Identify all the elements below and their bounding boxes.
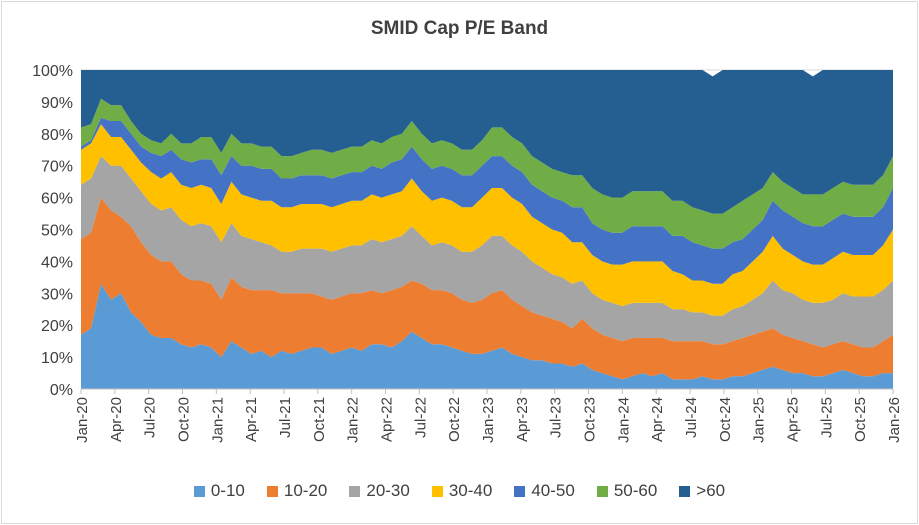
x-tick-label: Jul-20 <box>142 397 159 438</box>
legend-item: 50-60 <box>596 481 658 501</box>
x-tick-label: Jan-25 <box>751 397 768 443</box>
x-tick-label: Jan-21 <box>209 397 226 443</box>
y-tick-label: 0% <box>50 382 73 399</box>
x-tick-label: Oct-23 <box>582 397 599 442</box>
x-tick-label: Jan-23 <box>480 397 497 443</box>
axes <box>80 388 894 394</box>
legend-label: >60 <box>696 481 726 500</box>
y-tick-label: 80% <box>41 127 73 144</box>
area-10-20 <box>81 197 893 380</box>
legend-label: 30-40 <box>448 481 493 500</box>
area-50-60 <box>81 98 893 249</box>
y-tick-label: 40% <box>41 254 73 271</box>
y-tick-label: 10% <box>41 350 73 367</box>
x-tick-labels: Jan-20 Apr-20 Jul-20 Oct-20 Jan-21 Apr-21 Jul-… <box>74 397 903 443</box>
x-tick-label: Jan-26 <box>886 397 903 443</box>
x-tick-label: Oct-24 <box>717 397 734 442</box>
area-40-50 <box>81 117 893 284</box>
legend-item: 0-10 <box>193 481 245 501</box>
legend-label: 50-60 <box>613 481 658 500</box>
legend-swatch <box>679 485 691 497</box>
x-tick-label: Jul-22 <box>412 397 429 438</box>
y-tick-label: 70% <box>41 159 73 176</box>
x-tick-label: Apr-22 <box>379 397 396 442</box>
x-tick-label: Apr-21 <box>243 397 260 442</box>
x-tick-label: Jul-21 <box>277 397 294 438</box>
y-tick-label: 90% <box>41 95 73 112</box>
x-tick-label: Apr-20 <box>108 397 125 442</box>
area-20-30 <box>81 156 893 348</box>
legend-swatch <box>266 485 278 497</box>
legend-item: 20-30 <box>349 481 410 501</box>
legend-label: 20-30 <box>366 481 410 500</box>
y-tick-labels: 0% 10% 20% 30% 40% 50% 60% 70% 80% 90% 100% <box>32 63 73 399</box>
x-tick-label: Jul-23 <box>548 397 565 438</box>
legend-item: 30-40 <box>431 481 493 501</box>
x-tick-label: Oct-20 <box>176 397 193 442</box>
x-tick-label: Jan-20 <box>74 397 91 443</box>
legend-label: 40-50 <box>531 481 575 500</box>
legend-swatch <box>514 485 526 497</box>
x-tick-label: Jul-25 <box>818 397 835 438</box>
area--60 <box>81 70 893 214</box>
chart-legend: 0-10 10-20 20-30 30-40 40-50 50-60 >60 <box>0 481 919 501</box>
legend-item: >60 <box>679 481 725 501</box>
x-tick-label: Apr-25 <box>785 397 802 442</box>
y-tick-label: 30% <box>41 286 73 303</box>
x-tick-label: Jul-24 <box>683 397 700 438</box>
legend-item: 40-50 <box>514 481 575 501</box>
y-tick-label: 50% <box>41 223 73 240</box>
legend-swatch <box>596 485 608 497</box>
legend-label: 10-20 <box>283 481 328 500</box>
legend-label: 0-10 <box>210 481 245 500</box>
x-tick-label: Oct-21 <box>311 397 328 442</box>
x-tick-label: Apr-24 <box>649 397 666 442</box>
x-tick-label: Apr-23 <box>514 397 531 442</box>
area-0-10 <box>81 283 893 389</box>
area-series <box>81 70 893 389</box>
x-tick-label: Oct-25 <box>852 397 869 442</box>
y-tick-label: 20% <box>41 318 73 335</box>
chart-title: SMID Cap P/E Band <box>370 18 549 39</box>
legend-swatch <box>193 485 205 497</box>
x-tick-label: Oct-22 <box>446 397 463 442</box>
x-tick-label: Jan-22 <box>345 397 362 443</box>
area-30-40 <box>81 124 893 316</box>
legend-item: 10-20 <box>266 481 328 501</box>
y-tick-label: 60% <box>41 191 73 208</box>
x-tick-label: Jan-24 <box>615 397 632 443</box>
y-tick-label: 100% <box>32 63 73 80</box>
legend-swatch <box>431 485 443 497</box>
legend-swatch <box>349 485 361 497</box>
